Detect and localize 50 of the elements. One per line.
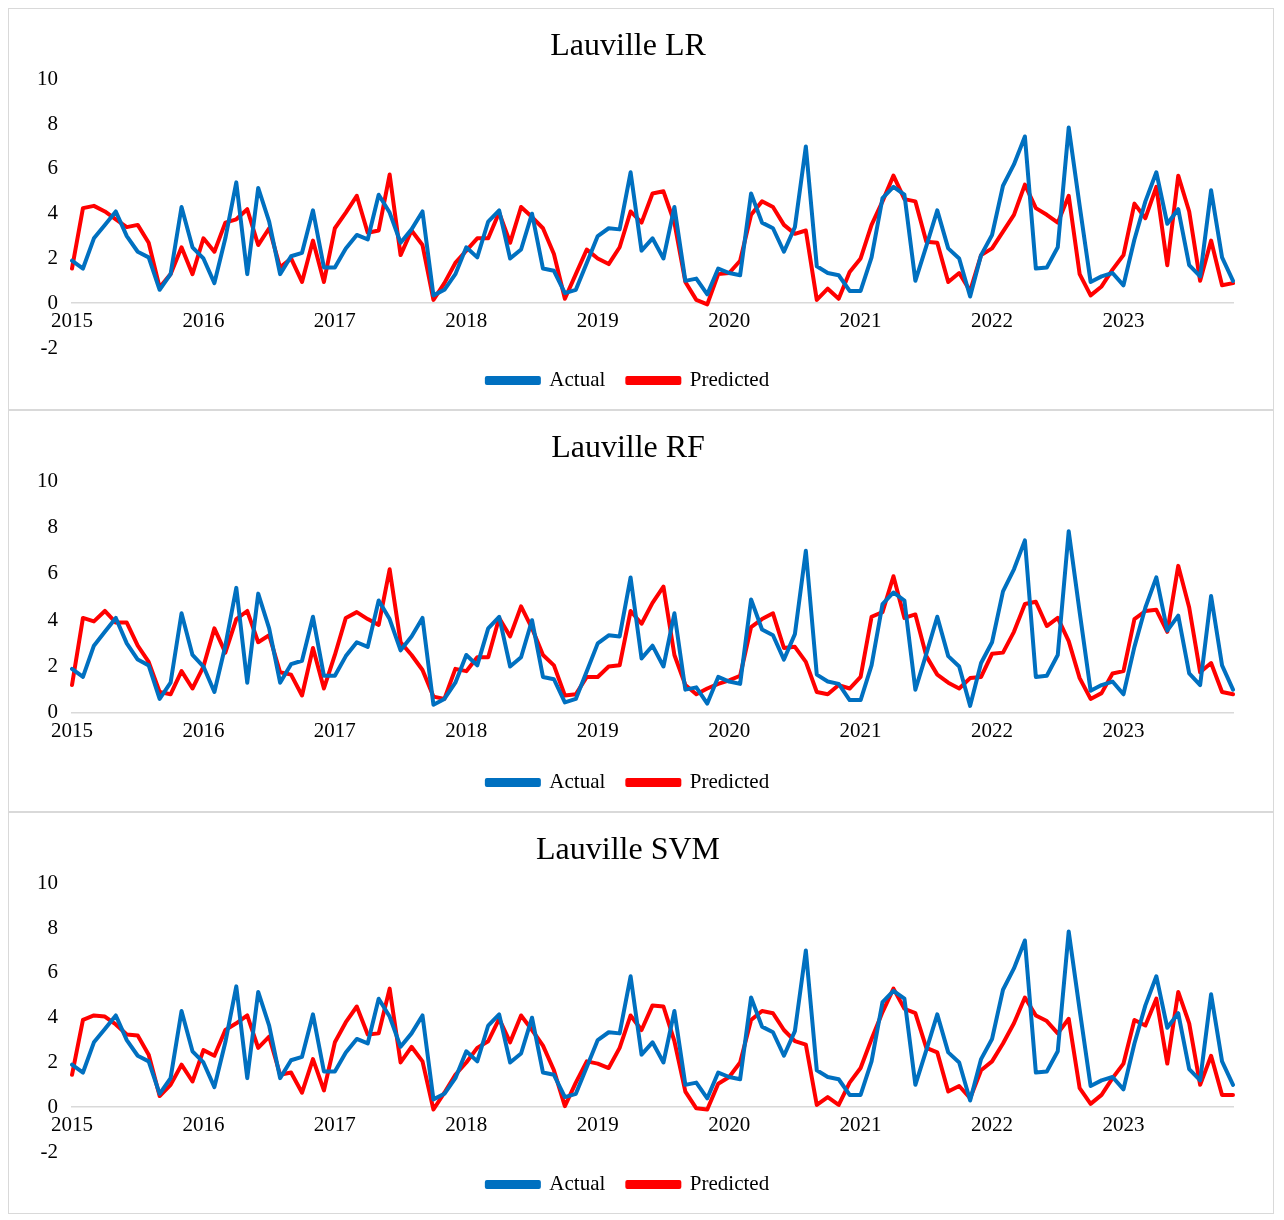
- y-tick-label: 4: [47, 1004, 59, 1029]
- y-tick-label: 10: [37, 467, 58, 492]
- y-tick-label: 6: [47, 155, 58, 180]
- y-tick-label: 10: [37, 65, 58, 90]
- y-tick-label: -2: [40, 334, 58, 359]
- legend-label: Predicted: [689, 769, 770, 794]
- x-tick-label: 2022: [971, 717, 1014, 742]
- x-tick-label: 2016: [182, 717, 225, 742]
- x-tick-label: 2020: [708, 717, 751, 742]
- x-tick-label: 2020: [708, 1112, 751, 1137]
- x-tick-label: 2019: [576, 308, 619, 333]
- x-tick-label: 2020: [708, 308, 751, 333]
- x-tick-label: 2021: [839, 717, 882, 742]
- x-tick-label: 2016: [182, 1112, 225, 1137]
- chart-title: Lauville SVM: [536, 829, 720, 866]
- x-tick-label: 2019: [576, 717, 619, 742]
- legend-label: Predicted: [689, 1171, 770, 1196]
- y-tick-label: 2: [47, 1048, 58, 1073]
- legend-label: Actual: [549, 1171, 606, 1196]
- y-tick-label: 8: [47, 514, 58, 539]
- x-tick-label: 2017: [313, 308, 356, 333]
- x-tick-label: 2023: [1102, 308, 1145, 333]
- x-tick-label: 2018: [445, 308, 488, 333]
- x-tick-label: 2017: [313, 717, 356, 742]
- x-tick-label: 2019: [576, 1112, 619, 1137]
- y-tick-label: 2: [47, 244, 58, 269]
- y-tick-label: -2: [40, 1138, 58, 1163]
- y-tick-label: 6: [47, 959, 58, 984]
- chart-title: Lauville RF: [551, 427, 705, 464]
- x-tick-label: 2016: [182, 308, 225, 333]
- y-tick-label: 2: [47, 653, 58, 678]
- y-tick-label: 10: [37, 869, 58, 894]
- x-tick-label: 2022: [971, 1112, 1014, 1137]
- x-tick-label: 2021: [839, 1112, 882, 1137]
- legend-label: Predicted: [689, 367, 770, 392]
- x-tick-label: 2017: [313, 1112, 356, 1137]
- y-tick-label: 4: [47, 606, 59, 631]
- y-tick-label: 6: [47, 560, 58, 585]
- legend-label: Actual: [549, 367, 606, 392]
- y-tick-label: 8: [47, 914, 58, 939]
- y-tick-label: 8: [47, 110, 58, 135]
- x-tick-label: 2023: [1102, 1112, 1145, 1137]
- chart-title: Lauville LR: [550, 25, 707, 62]
- x-tick-label: 2023: [1102, 717, 1145, 742]
- x-tick-label: 2018: [445, 1112, 488, 1137]
- x-tick-label: 2021: [839, 308, 882, 333]
- x-tick-label: 2018: [445, 717, 488, 742]
- x-tick-label: 2022: [971, 308, 1014, 333]
- y-tick-label: 4: [47, 200, 59, 225]
- legend-label: Actual: [549, 769, 606, 794]
